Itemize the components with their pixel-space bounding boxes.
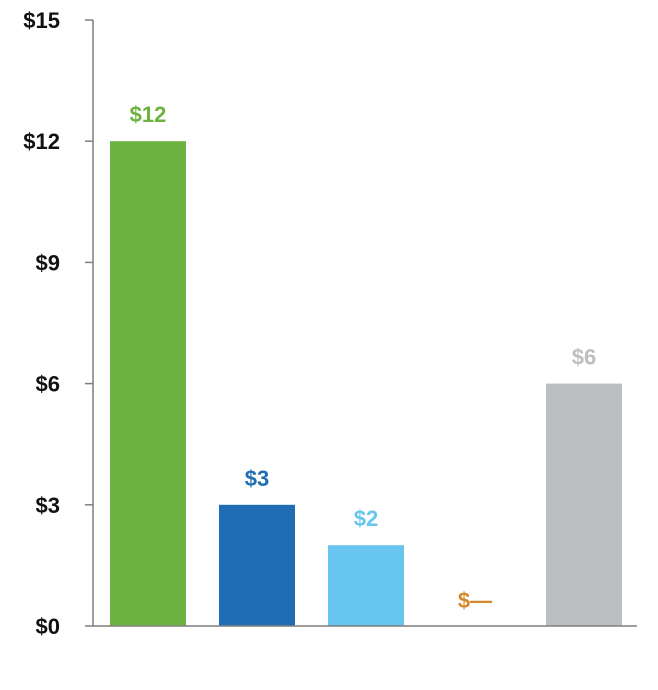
bar [110,141,186,626]
bar-value-label: $3 [245,466,269,491]
bar [546,383,622,626]
y-axis: $0 $3 $6 $9 $12 $15 [23,8,94,639]
bar-value-label: $2 [354,506,378,531]
bar-value-label: $12 [130,102,167,127]
bar [219,504,295,626]
y-tick-label: $3 [36,493,60,518]
bar-value-label: $— [458,588,492,613]
bars [110,141,622,626]
y-tick-label: $0 [36,614,60,639]
y-tick-label: $15 [23,8,60,33]
bar [328,545,404,626]
y-tick-label: $9 [36,250,60,275]
y-tick-label: $6 [36,372,60,397]
data-labels: $12 $3 $2 $— $6 [130,102,597,613]
bar-value-label: $6 [572,345,596,370]
y-tick-label: $12 [23,129,60,154]
